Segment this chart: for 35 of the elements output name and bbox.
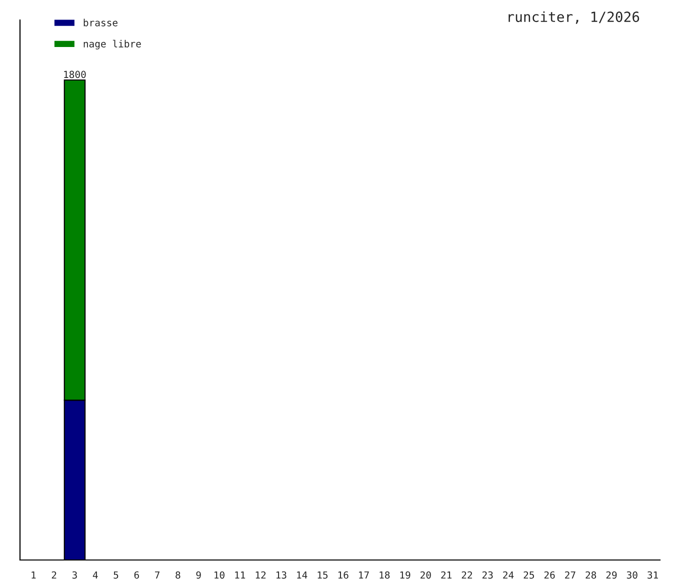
x-tick-label: 20 <box>420 571 431 579</box>
x-tick-label: 14 <box>297 571 308 579</box>
x-tick-label: 22 <box>462 571 472 579</box>
x-tick-label: 24 <box>503 571 514 579</box>
x-tick-label: 10 <box>214 571 224 579</box>
x-tick-label: 26 <box>544 571 555 579</box>
x-tick-label: 29 <box>606 571 617 579</box>
legend-label: nage libre <box>84 40 141 50</box>
x-tick-label: 3 <box>72 571 77 579</box>
x-tick-label: 19 <box>400 571 410 579</box>
x-tick-label: 1 <box>32 571 36 579</box>
x-tick-label: 31 <box>648 571 658 579</box>
legend-label: brasse <box>84 18 118 26</box>
x-tick-label: 7 <box>155 571 160 579</box>
x-tick-label: 6 <box>134 571 139 579</box>
chart-title: runciter, 1/2026 <box>508 11 640 24</box>
x-tick-label: 16 <box>338 571 348 579</box>
x-tick-label: 27 <box>565 571 576 579</box>
x-tick-label: 11 <box>235 571 246 579</box>
x-tick-label: 23 <box>482 571 493 579</box>
x-tick-label: 2 <box>52 571 56 579</box>
x-tick-label: 21 <box>441 571 452 579</box>
x-tick-label: 4 <box>92 571 98 579</box>
x-tick-label: 5 <box>114 571 118 579</box>
x-tick-label: 30 <box>626 571 638 579</box>
x-tick-label: 25 <box>524 571 534 579</box>
x-tick-label: 8 <box>176 571 180 579</box>
x-tick-label: 9 <box>196 571 201 579</box>
x-tick-label: 13 <box>276 571 286 579</box>
x-tick-label: 17 <box>359 571 369 579</box>
x-tick-label: 12 <box>256 571 266 579</box>
annotation: 1800 <box>64 70 86 78</box>
x-tick-label: 28 <box>586 571 596 579</box>
x-tick-label: 18 <box>380 571 390 579</box>
x-tick-label: 15 <box>318 571 328 579</box>
